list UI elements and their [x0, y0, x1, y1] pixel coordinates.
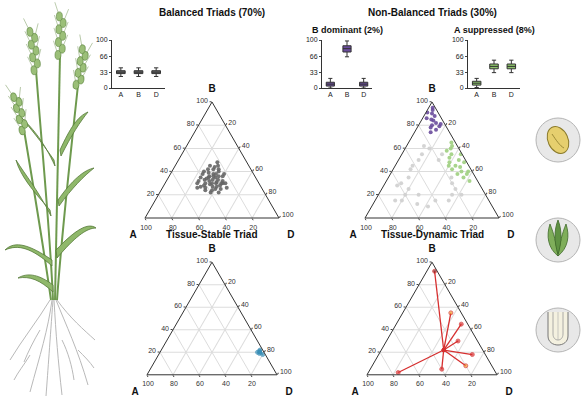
svg-text:40: 40	[222, 380, 230, 387]
svg-text:0: 0	[314, 84, 318, 91]
svg-text:40: 40	[242, 142, 250, 149]
svg-text:D: D	[361, 91, 366, 98]
svg-text:D: D	[507, 229, 514, 240]
svg-text:60: 60	[393, 144, 401, 151]
svg-text:Tissue-Dynamic Triad: Tissue-Dynamic Triad	[381, 229, 484, 240]
svg-text:100: 100	[196, 97, 208, 104]
svg-text:80: 80	[169, 224, 177, 231]
svg-text:20: 20	[248, 380, 256, 387]
svg-text:D: D	[154, 91, 159, 98]
svg-text:100: 100	[280, 368, 292, 375]
svg-text:33: 33	[100, 69, 108, 76]
svg-text:80: 80	[489, 188, 497, 195]
svg-text:66: 66	[100, 53, 108, 60]
svg-text:20: 20	[249, 224, 257, 231]
svg-text:A: A	[131, 386, 138, 397]
svg-text:Balanced Triads (70%): Balanced Triads (70%)	[159, 7, 265, 18]
svg-text:80: 80	[187, 280, 195, 287]
svg-text:B: B	[428, 83, 435, 94]
svg-text:100: 100	[360, 224, 372, 231]
svg-text:0: 0	[104, 84, 108, 91]
svg-text:80: 80	[187, 120, 195, 127]
svg-text:20: 20	[367, 190, 375, 197]
svg-text:40: 40	[241, 301, 249, 308]
svg-text:20: 20	[448, 278, 456, 285]
svg-text:D: D	[505, 386, 512, 397]
svg-text:40: 40	[462, 142, 470, 149]
svg-text:60: 60	[196, 224, 204, 231]
svg-text:33: 33	[456, 69, 464, 76]
svg-text:B: B	[345, 91, 350, 98]
svg-text:40: 40	[160, 167, 168, 174]
svg-text:0: 0	[460, 84, 464, 91]
svg-text:D: D	[287, 229, 294, 240]
svg-text:40: 40	[442, 380, 450, 387]
svg-text:80: 80	[389, 224, 397, 231]
svg-text:80: 80	[487, 346, 495, 353]
svg-text:60: 60	[173, 144, 181, 151]
svg-text:60: 60	[474, 323, 482, 330]
svg-text:100: 100	[196, 257, 208, 264]
svg-text:A suppressed (8%): A suppressed (8%)	[454, 25, 535, 35]
svg-text:A: A	[474, 91, 479, 98]
svg-text:B: B	[208, 83, 215, 94]
svg-text:100: 100	[416, 97, 428, 104]
svg-text:D: D	[509, 91, 514, 98]
svg-text:80: 80	[267, 346, 275, 353]
svg-text:A: A	[118, 91, 123, 98]
svg-text:80: 80	[170, 380, 178, 387]
svg-text:20: 20	[228, 278, 236, 285]
svg-text:80: 80	[269, 188, 277, 195]
svg-text:100: 100	[452, 36, 464, 43]
svg-text:80: 80	[390, 380, 398, 387]
svg-text:20: 20	[469, 224, 477, 231]
svg-text:80: 80	[407, 280, 415, 287]
svg-text:40: 40	[222, 224, 230, 231]
svg-text:20: 20	[147, 190, 155, 197]
svg-text:60: 60	[196, 380, 204, 387]
svg-text:66: 66	[456, 53, 464, 60]
svg-text:100: 100	[362, 380, 374, 387]
svg-text:60: 60	[475, 165, 483, 172]
svg-text:20: 20	[228, 119, 236, 126]
svg-text:80: 80	[407, 120, 415, 127]
svg-text:100: 100	[140, 224, 152, 231]
svg-text:40: 40	[461, 301, 469, 308]
svg-text:60: 60	[416, 380, 424, 387]
svg-text:100: 100	[306, 36, 318, 43]
svg-text:60: 60	[416, 224, 424, 231]
svg-text:100: 100	[500, 368, 512, 375]
svg-text:A: A	[351, 386, 358, 397]
svg-text:B dominant (2%): B dominant (2%)	[312, 25, 383, 35]
svg-text:40: 40	[380, 167, 388, 174]
svg-text:40: 40	[161, 325, 169, 332]
svg-text:B: B	[492, 91, 497, 98]
svg-text:40: 40	[381, 325, 389, 332]
svg-text:B: B	[428, 243, 435, 254]
svg-text:100: 100	[142, 380, 154, 387]
svg-text:A: A	[349, 229, 356, 240]
svg-text:20: 20	[468, 380, 476, 387]
svg-text:100: 100	[502, 211, 514, 218]
svg-text:D: D	[285, 386, 292, 397]
svg-text:60: 60	[174, 302, 182, 309]
svg-text:33: 33	[310, 69, 318, 76]
svg-text:100: 100	[416, 257, 428, 264]
svg-text:Non-Balanced Triads (30%): Non-Balanced Triads (30%)	[368, 7, 497, 18]
svg-text:B: B	[136, 91, 141, 98]
svg-text:20: 20	[368, 347, 376, 354]
svg-text:20: 20	[448, 119, 456, 126]
svg-text:A: A	[129, 229, 136, 240]
svg-text:100: 100	[282, 211, 294, 218]
svg-text:20: 20	[148, 347, 156, 354]
svg-text:100: 100	[96, 36, 108, 43]
svg-text:40: 40	[442, 224, 450, 231]
svg-text:60: 60	[394, 302, 402, 309]
svg-text:B: B	[208, 243, 215, 254]
svg-text:A: A	[328, 91, 333, 98]
svg-text:Tissue-Stable Triad: Tissue-Stable Triad	[166, 229, 258, 240]
svg-text:60: 60	[255, 165, 263, 172]
svg-text:60: 60	[254, 323, 262, 330]
svg-text:66: 66	[310, 53, 318, 60]
